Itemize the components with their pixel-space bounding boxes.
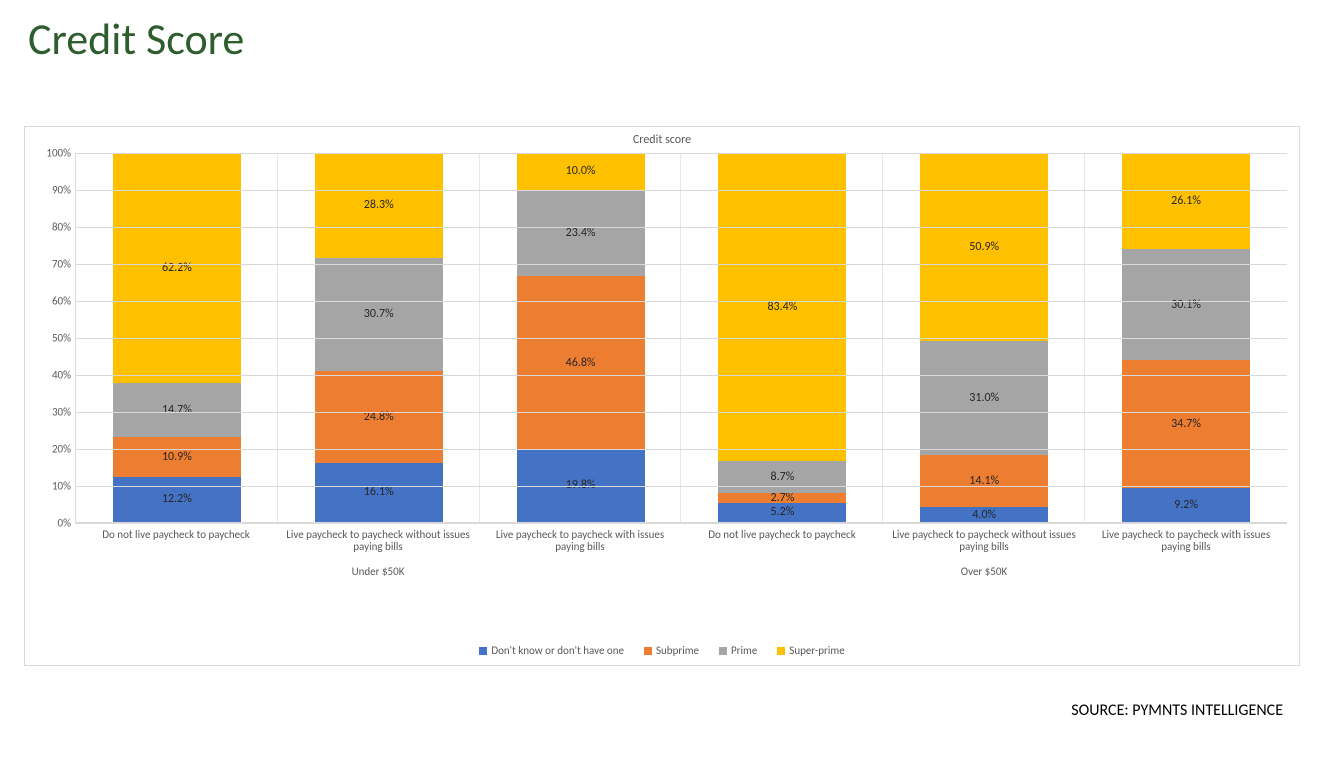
chart-container: Credit score 12.2%10.9%14.7%62.2%16.1%24… [24, 126, 1300, 666]
x-category-label: Live paycheck to paycheck with issues pa… [479, 527, 681, 559]
gridline [75, 449, 1287, 450]
legend-item: Prime [719, 644, 757, 657]
gridline [75, 153, 1287, 154]
bar-value-label: 50.9% [920, 240, 1048, 254]
legend-swatch [719, 647, 727, 655]
legend-item: Super-prime [777, 644, 844, 657]
gridline [75, 227, 1287, 228]
gridline [75, 375, 1287, 376]
chart-subtitle: Credit score [25, 133, 1299, 147]
bar-value-label: 10.9% [113, 450, 241, 464]
ytick-label: 60% [35, 295, 71, 308]
ytick-label: 100% [35, 147, 71, 160]
x-category-label: Do not live paycheck to paycheck [75, 527, 277, 559]
bar-segment: 14.1% [920, 455, 1048, 507]
legend-label: Subprime [656, 644, 699, 657]
legend-swatch [777, 647, 785, 655]
bar-value-label: 46.8% [517, 356, 645, 370]
legend-label: Don't know or don't have one [491, 644, 624, 657]
legend-label: Super-prime [789, 644, 844, 657]
bar-value-label: 26.1% [1122, 194, 1250, 208]
x-group-label: Over $50K [681, 565, 1287, 578]
bar-value-label: 8.7% [718, 470, 846, 484]
bar-value-label: 30.7% [315, 307, 443, 321]
legend: Don't know or don't have one Subprime Prim… [25, 644, 1299, 657]
bar-value-label: 62.2% [113, 261, 241, 275]
bar-segment: 5.2% [718, 503, 846, 522]
gridline [75, 412, 1287, 413]
plot-area: 12.2%10.9%14.7%62.2%16.1%24.8%30.7%28.3%… [75, 153, 1287, 523]
bar-value-label: 16.1% [315, 485, 443, 499]
ytick-label: 90% [35, 184, 71, 197]
bar-value-label: 14.7% [113, 403, 241, 417]
bar-segment: 34.7% [1122, 360, 1250, 488]
x-group-labels: Under $50KOver $50K [75, 565, 1287, 578]
bar-value-label: 23.4% [517, 226, 645, 240]
bar-segment: 31.0% [920, 341, 1048, 455]
bar-segment: 62.2% [113, 153, 241, 383]
x-group-label: Under $50K [75, 565, 681, 578]
gridline [75, 523, 1287, 524]
bar-value-label: 2.7% [718, 491, 846, 505]
bar-value-label: 30.1% [1122, 298, 1250, 312]
bar-segment: 2.7% [718, 493, 846, 503]
bar-value-label: 10.0% [517, 164, 645, 178]
bar-segment: 16.1% [315, 463, 443, 522]
gridline [75, 190, 1287, 191]
bar-value-label: 5.2% [718, 505, 846, 519]
bar-segment: 83.4% [718, 153, 846, 461]
ytick-label: 80% [35, 221, 71, 234]
legend-label: Prime [731, 644, 757, 657]
bar-segment: 4.0% [920, 507, 1048, 522]
bar-segment: 26.1% [1122, 153, 1250, 249]
ytick-label: 10% [35, 480, 71, 493]
bar-segment: 30.7% [315, 258, 443, 371]
bar-segment: 10.9% [113, 437, 241, 477]
bar-value-label: 31.0% [920, 391, 1048, 405]
bar-segment: 50.9% [920, 153, 1048, 341]
legend-item: Don't know or don't have one [479, 644, 624, 657]
gridline [75, 264, 1287, 265]
x-category-label: Live paycheck to paycheck without issues… [277, 527, 479, 559]
bar-value-label: 12.2% [113, 492, 241, 506]
ytick-label: 0% [35, 517, 71, 530]
ytick-label: 30% [35, 406, 71, 419]
ytick-label: 40% [35, 369, 71, 382]
gridline [75, 486, 1287, 487]
bar-segment: 30.1% [1122, 249, 1250, 360]
legend-item: Subprime [644, 644, 699, 657]
x-category-label: Do not live paycheck to paycheck [681, 527, 883, 559]
bar-value-label: 28.3% [315, 198, 443, 212]
legend-swatch [644, 647, 652, 655]
gridline [75, 301, 1287, 302]
bar-segment: 14.7% [113, 383, 241, 437]
bar-value-label: 4.0% [920, 508, 1048, 522]
gridline [75, 338, 1287, 339]
bar-segment: 46.8% [517, 276, 645, 449]
bar-segment: 12.2% [113, 477, 241, 522]
bar-segment: 28.3% [315, 153, 443, 258]
x-category-label: Live paycheck to paycheck without issues… [883, 527, 1085, 559]
bar-segment: 8.7% [718, 461, 846, 493]
page-title: Credit Score [28, 12, 1343, 66]
source-footer: SOURCE: PYMNTS INTELLIGENCE [1071, 701, 1283, 720]
ytick-label: 20% [35, 443, 71, 456]
ytick-label: 50% [35, 332, 71, 345]
x-category-label: Live paycheck to paycheck with issues pa… [1085, 527, 1287, 559]
bar-value-label: 9.2% [1122, 498, 1250, 512]
bar-segment: 10.0% [517, 153, 645, 190]
ytick-label: 70% [35, 258, 71, 271]
legend-swatch [479, 647, 487, 655]
bar-value-label: 34.7% [1122, 417, 1250, 431]
bar-segment: 9.2% [1122, 488, 1250, 522]
x-category-labels: Do not live paycheck to paycheckLive pay… [75, 527, 1287, 559]
